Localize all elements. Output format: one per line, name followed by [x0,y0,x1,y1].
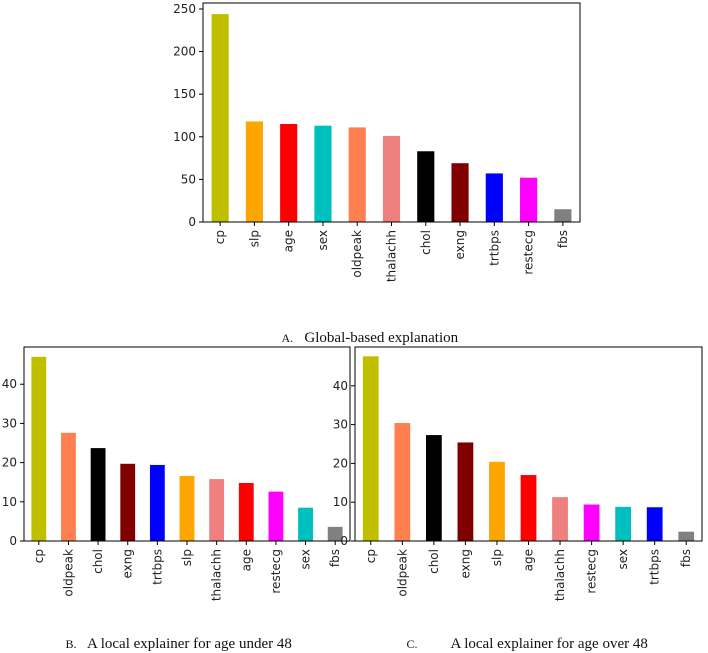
x-tick-label-thalachh: thalachh [210,549,224,601]
x-tick-label-age: age [522,549,536,571]
bar-restecg [583,504,600,541]
chart-global-explanation: 0 50 100 150 200 250 cp slp age sex oldpeak thalach… [173,2,581,282]
bar-thalachh [552,497,568,541]
bar-thalachh [382,135,401,222]
y-tick-label: 50 [181,172,196,186]
caption-b-text: A local explainer for age under 48 [86,636,292,652]
bar-slp [245,121,263,222]
caption-a-text: Global-based explanation [304,330,459,346]
x-tick-label-restecg: restecg [522,230,536,275]
bar-age [520,475,537,541]
bar-age [238,482,254,541]
y-tick-label: 20 [333,456,348,470]
x-tick-label-age: age [239,549,253,571]
x-tick-label-sex: sex [299,549,313,570]
caption-b-letter: B. [65,637,77,651]
x-tick-label-oldpeak: oldpeak [395,549,409,597]
bar-cp [211,14,229,223]
x-tick-label-exng: exng [458,549,472,579]
bar-oldpeak [61,432,76,541]
bar-fbs [678,531,695,541]
caption-a: A. Global-based explanation [274,313,459,347]
x-tick-label-sex: sex [616,549,630,570]
bar-sex [314,125,332,222]
y-tick-label: 40 [333,379,348,393]
bar-trtbps [646,507,663,541]
x-tick-label-exng: exng [453,230,467,260]
bar-chol [417,151,435,222]
x-tick-label-cp: cp [364,549,378,563]
bar-trtbps [485,173,503,222]
x-tick-label-sex: sex [316,230,330,251]
bar-cp [362,356,379,541]
x-tick-label-chol: chol [91,549,105,574]
caption-a-letter: A. [281,331,294,345]
y-tick-label: 0 [340,534,348,548]
bar-trtbps [149,464,165,541]
x-tick-label-slp: slp [180,549,194,566]
x-tick-label-exng: exng [121,549,135,579]
y-tick-label: 200 [173,45,196,59]
x-tick-label-oldpeak: oldpeak [350,230,364,278]
bar-oldpeak [394,423,411,541]
bar-oldpeak [348,127,366,222]
bar-chol [90,448,106,541]
bar-age [280,124,298,222]
bar-restecg [268,491,284,541]
bar-exng [457,442,474,541]
bar-fbs [554,209,572,222]
bar-exng [120,463,136,541]
x-tick-label-trtbps: trtbps [648,549,662,585]
bar-slp [179,475,195,541]
y-tick-label: 30 [2,416,17,430]
y-tick-label: 30 [333,418,348,432]
chart-local-age-over-48: 0 10 20 30 40 cp oldpeak chol exng slp age thalachh… [333,346,703,601]
y-tick-label: 10 [2,495,17,509]
x-tick-label-slp: slp [490,549,504,566]
x-tick-label-fbs: fbs [328,549,342,567]
x-tick-label-cp: cp [32,549,46,563]
x-tick-label-chol: chol [427,549,441,574]
x-tick-label-trtbps: trtbps [487,230,501,266]
caption-c: C. A local explainer for age over 48 [399,619,648,653]
chart-local-age-under-48: 0 10 20 30 40 cp oldpeak chol exng trtbps slp thala… [2,346,351,601]
x-tick-label-thalachh: thalachh [553,549,567,601]
x-tick-label-trtbps: trtbps [150,549,164,585]
x-tick-label-restecg: restecg [269,549,283,594]
caption-b: B. A local explainer for age under 48 [58,619,292,653]
x-tick-label-fbs: fbs [556,230,570,248]
y-tick-label: 40 [2,377,17,391]
y-tick-label: 100 [173,130,196,144]
bar-cp [31,356,47,541]
x-tick-label-fbs: fbs [679,549,693,567]
bar-chol [425,435,442,541]
x-tick-label-chol: chol [419,230,433,255]
bar-fbs [327,526,343,541]
bar-exng [451,163,469,222]
y-tick-label: 0 [188,215,196,229]
x-tick-label-restecg: restecg [585,549,599,594]
bar-restecg [520,177,538,222]
caption-c-letter: C. [406,637,418,651]
bar-sex [615,506,632,541]
bar-slp [489,461,505,541]
y-tick-label: 250 [173,2,196,16]
y-tick-label: 20 [2,456,17,470]
bar-thalachh [209,479,225,541]
x-tick-label-thalachh: thalachh [385,230,399,282]
x-tick-label-cp: cp [213,230,227,244]
y-tick-label: 10 [333,495,348,509]
y-tick-label: 0 [9,534,17,548]
caption-c-text: A local explainer for age over 48 [450,636,648,652]
x-tick-label-age: age [282,230,296,252]
bar-sex [298,507,313,541]
y-tick-label: 150 [173,87,196,101]
x-tick-label-slp: slp [247,230,261,247]
x-tick-label-oldpeak: oldpeak [61,549,75,597]
